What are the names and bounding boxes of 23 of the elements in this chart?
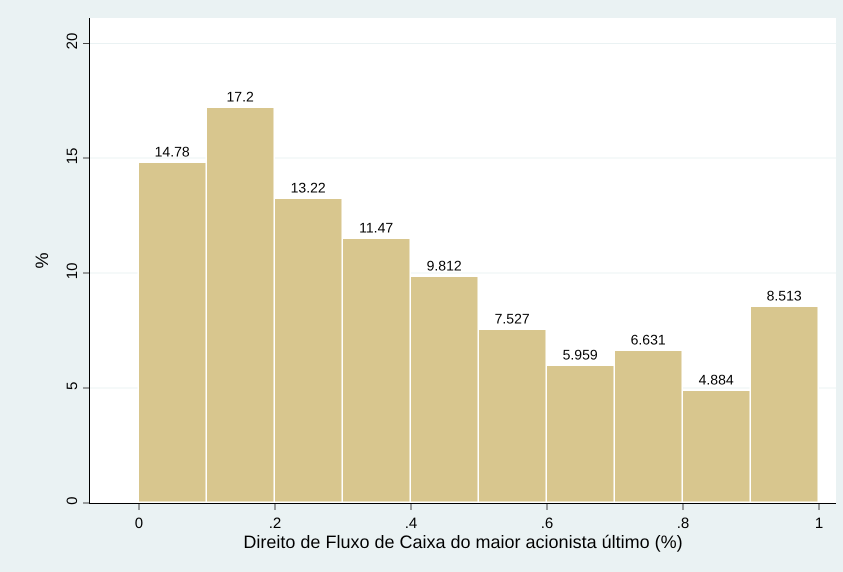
- y-tick-label: 15: [64, 148, 81, 164]
- data-label: 4.884: [698, 371, 734, 388]
- x-tick-label: .6: [540, 515, 554, 532]
- data-label: 11.47: [359, 219, 394, 236]
- data-label: 6.631: [630, 331, 666, 348]
- data-label: 17.2: [226, 88, 254, 104]
- data-label: 13.22: [290, 179, 326, 196]
- x-tick-label: .8: [676, 515, 690, 532]
- y-tick-label: 0: [64, 496, 81, 505]
- x-tick-label: .2: [268, 515, 282, 532]
- data-label: 14.78: [154, 143, 190, 160]
- x-tick-label: 0: [134, 515, 144, 532]
- x-tick-label: 1: [814, 515, 824, 532]
- data-label: 5.959: [562, 346, 598, 362]
- y-axis-title: %: [32, 252, 52, 269]
- y-tick-label: 10: [64, 262, 81, 280]
- x-tick-label: .4: [404, 515, 418, 532]
- data-label: 8.513: [766, 287, 802, 304]
- x-axis-title: Direito de Fluxo de Caixa do maior acionista último (%): [243, 532, 683, 552]
- data-label: 9.812: [426, 257, 462, 274]
- data-label: 7.527: [494, 310, 530, 326]
- y-tick-label: 5: [64, 382, 81, 390]
- y-tick-label: 20: [64, 32, 81, 50]
